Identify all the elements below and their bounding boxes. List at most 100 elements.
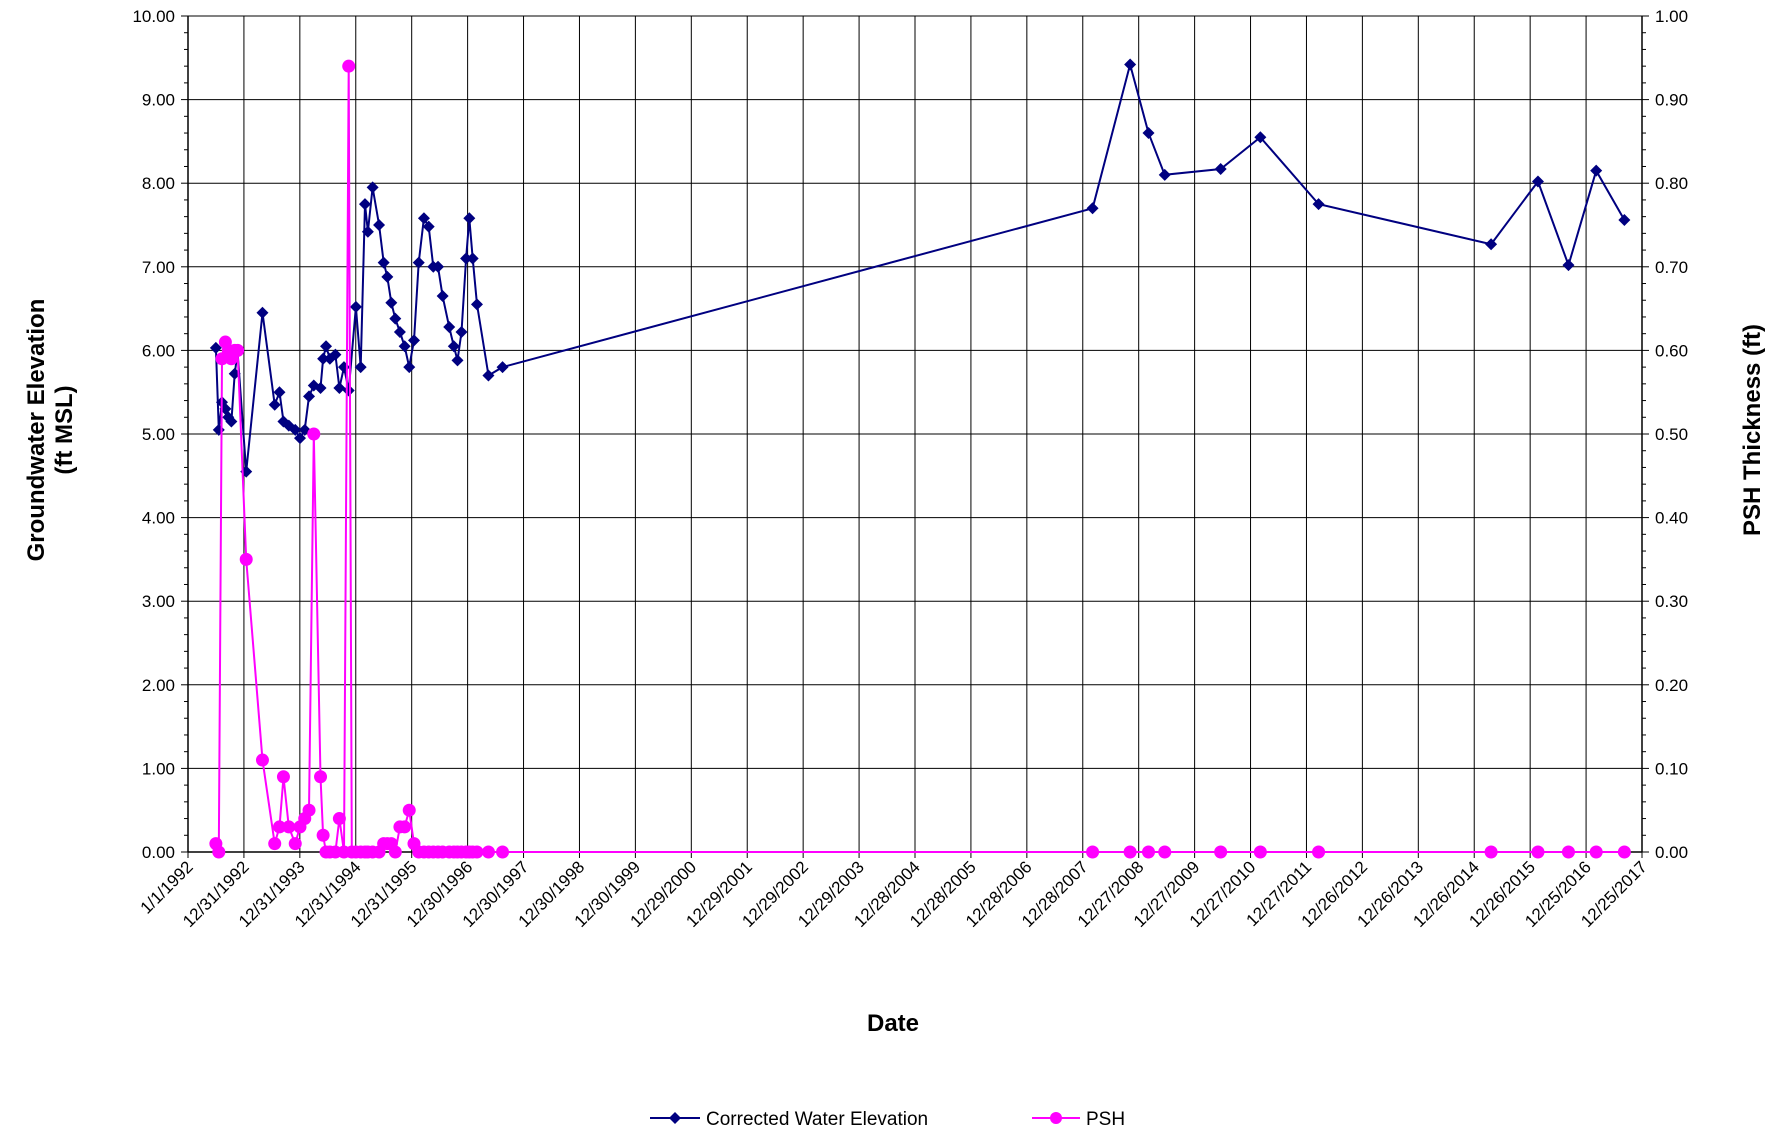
legend-label-corrected-water-elevation: Corrected Water Elevation bbox=[706, 1109, 928, 1128]
data-point-psh bbox=[389, 846, 402, 859]
y2-tick-label: 0.40 bbox=[1655, 509, 1688, 528]
series bbox=[209, 58, 1630, 858]
data-point-corrected-water-elevation bbox=[463, 212, 475, 224]
y2-tick-label: 0.90 bbox=[1655, 91, 1688, 110]
data-point-psh bbox=[268, 837, 281, 850]
data-point-corrected-water-elevation bbox=[350, 301, 362, 313]
data-point-psh bbox=[1124, 846, 1137, 859]
data-point-corrected-water-elevation bbox=[385, 297, 397, 309]
data-point-corrected-water-elevation bbox=[455, 326, 467, 338]
y2-tick-labels: 0.00 0.10 0.20 0.30 0.40 0.50 0.60 0.70 0.80 0.90… bbox=[1655, 7, 1688, 862]
y-tick-label: 2.00 bbox=[142, 676, 175, 695]
y-tick-label: 0.00 bbox=[142, 843, 175, 862]
data-point-psh bbox=[398, 820, 411, 833]
y-tick-label: 10.00 bbox=[132, 7, 175, 26]
legend-swatch-marker-psh bbox=[1050, 1112, 1062, 1124]
data-point-corrected-water-elevation bbox=[437, 290, 449, 302]
data-point-psh bbox=[1142, 846, 1155, 859]
data-point-psh bbox=[212, 846, 225, 859]
data-point-psh bbox=[303, 804, 316, 817]
data-point-corrected-water-elevation bbox=[403, 361, 415, 373]
y-tick-label: 8.00 bbox=[142, 174, 175, 193]
y2-tick-label: 0.70 bbox=[1655, 258, 1688, 277]
legend-swatch-marker-corrected-water-elevation bbox=[669, 1112, 681, 1124]
data-point-corrected-water-elevation bbox=[343, 385, 355, 397]
data-point-psh bbox=[307, 428, 320, 441]
data-point-psh bbox=[1214, 846, 1227, 859]
data-point-psh bbox=[1086, 846, 1099, 859]
data-point-corrected-water-elevation bbox=[373, 219, 385, 231]
y-tick-label: 5.00 bbox=[142, 425, 175, 444]
data-point-corrected-water-elevation bbox=[1618, 214, 1630, 226]
data-point-corrected-water-elevation bbox=[1562, 259, 1574, 271]
data-point-psh bbox=[1531, 846, 1544, 859]
data-point-corrected-water-elevation bbox=[443, 321, 455, 333]
data-point-corrected-water-elevation bbox=[1159, 169, 1171, 181]
y-tick-label: 1.00 bbox=[142, 759, 175, 778]
data-point-corrected-water-elevation bbox=[269, 399, 281, 411]
y2-tick-label: 0.80 bbox=[1655, 174, 1688, 193]
x-tick-labels: 1/1/199212/31/199212/31/199312/31/199412… bbox=[137, 857, 1651, 931]
data-point-corrected-water-elevation bbox=[467, 252, 479, 264]
y-tick-label: 3.00 bbox=[142, 592, 175, 611]
data-point-psh bbox=[1562, 846, 1575, 859]
data-point-psh bbox=[470, 846, 483, 859]
data-point-psh bbox=[289, 837, 302, 850]
data-point-corrected-water-elevation bbox=[1590, 165, 1602, 177]
y2-tick-label: 0.60 bbox=[1655, 341, 1688, 360]
data-point-corrected-water-elevation bbox=[482, 369, 494, 381]
data-point-corrected-water-elevation bbox=[394, 326, 406, 338]
series-line-psh bbox=[216, 66, 1625, 852]
data-point-corrected-water-elevation bbox=[452, 354, 464, 366]
x-axis-title: Date bbox=[867, 1010, 919, 1037]
data-point-corrected-water-elevation bbox=[333, 382, 345, 394]
y-axis-title-line2: (ft MSL) bbox=[51, 385, 78, 474]
data-point-corrected-water-elevation bbox=[471, 298, 483, 310]
data-point-corrected-water-elevation bbox=[389, 313, 401, 325]
data-point-corrected-water-elevation bbox=[359, 198, 371, 210]
data-point-psh bbox=[231, 344, 244, 357]
y-tick-labels: 0.00 1.00 2.00 3.00 4.00 5.00 6.00 7.00 8.00 9.00… bbox=[132, 7, 175, 862]
y2-axis-title: PSH Thickness (ft) bbox=[1739, 324, 1766, 536]
y2-tick-label: 0.00 bbox=[1655, 843, 1688, 862]
data-point-corrected-water-elevation bbox=[1142, 127, 1154, 139]
y2-tick-label: 0.20 bbox=[1655, 676, 1688, 695]
y2-tick-label: 1.00 bbox=[1655, 7, 1688, 26]
legend: Corrected Water Elevation PSH bbox=[650, 1109, 1125, 1128]
data-point-psh bbox=[282, 820, 295, 833]
y-tick-label: 6.00 bbox=[142, 341, 175, 360]
y-tick-label: 7.00 bbox=[142, 258, 175, 277]
data-point-corrected-water-elevation bbox=[273, 386, 285, 398]
y2-tick-label: 0.30 bbox=[1655, 592, 1688, 611]
data-point-psh bbox=[403, 804, 416, 817]
y-tick-label: 4.00 bbox=[142, 509, 175, 528]
data-point-psh bbox=[1158, 846, 1171, 859]
data-point-psh bbox=[1312, 846, 1325, 859]
data-point-psh bbox=[342, 60, 355, 73]
data-point-psh bbox=[1618, 846, 1631, 859]
data-point-psh bbox=[314, 770, 327, 783]
data-point-psh bbox=[482, 846, 495, 859]
data-point-corrected-water-elevation bbox=[408, 334, 420, 346]
data-point-psh bbox=[277, 770, 290, 783]
gridlines bbox=[188, 16, 1642, 852]
data-point-psh bbox=[333, 812, 346, 825]
data-point-psh bbox=[1590, 846, 1603, 859]
y-tick-label: 9.00 bbox=[142, 91, 175, 110]
y2-tick-label: 0.50 bbox=[1655, 425, 1688, 444]
data-point-corrected-water-elevation bbox=[497, 361, 509, 373]
y2-tick-label: 0.10 bbox=[1655, 759, 1688, 778]
data-point-corrected-water-elevation bbox=[303, 390, 315, 402]
data-point-corrected-water-elevation bbox=[1124, 58, 1136, 70]
data-point-corrected-water-elevation bbox=[1087, 202, 1099, 214]
data-point-psh bbox=[1485, 846, 1498, 859]
data-point-corrected-water-elevation bbox=[355, 361, 367, 373]
legend-label-psh: PSH bbox=[1086, 1109, 1125, 1128]
data-point-psh bbox=[256, 754, 269, 767]
data-point-corrected-water-elevation bbox=[256, 307, 268, 319]
data-point-psh bbox=[317, 829, 330, 842]
data-point-psh bbox=[1254, 846, 1267, 859]
series-line-corrected-water-elevation bbox=[216, 65, 1625, 472]
